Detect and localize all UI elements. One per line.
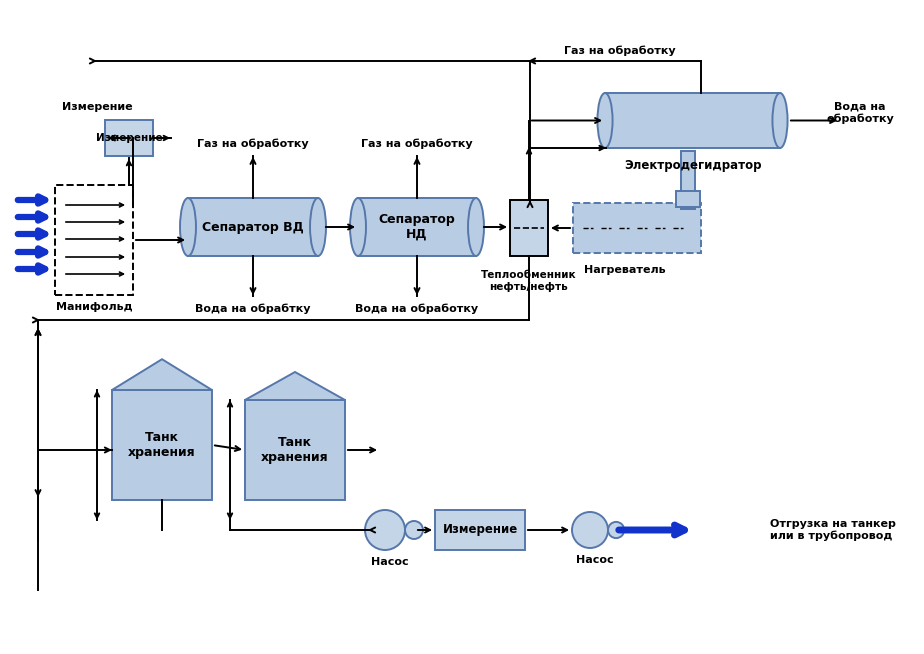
Bar (188, 198, 318, 256)
Circle shape (405, 521, 423, 539)
Circle shape (572, 512, 608, 548)
Text: Танк
хранения: Танк хранения (128, 431, 196, 459)
Text: Газ на обработку: Газ на обработку (361, 139, 473, 149)
Text: Теплообменник
нефть/нефть: Теплообменник нефть/нефть (481, 270, 577, 292)
Text: Измерение: Измерение (62, 102, 132, 112)
Text: Вода на обрабтку: Вода на обрабтку (195, 303, 310, 315)
Circle shape (608, 522, 625, 538)
Text: Измерение: Измерение (96, 133, 163, 143)
Ellipse shape (350, 198, 366, 256)
Bar (358, 198, 476, 256)
Text: Электродегидратор: Электродегидратор (624, 158, 761, 171)
Text: Газ на обработку: Газ на обработку (565, 46, 675, 56)
Text: Насос: Насос (577, 555, 614, 565)
Ellipse shape (180, 198, 196, 256)
Text: Вода на обработку: Вода на обработку (356, 303, 479, 315)
Text: Вода на
обработку: Вода на обработку (826, 101, 894, 124)
Polygon shape (112, 359, 212, 390)
Bar (105, 120, 153, 156)
Bar (55, 185, 133, 295)
Bar (681, 151, 695, 209)
Ellipse shape (310, 198, 326, 256)
Text: Газ на обработку: Газ на обработку (197, 139, 309, 149)
Bar (605, 93, 780, 148)
Bar (510, 200, 548, 256)
Bar (112, 390, 212, 500)
Bar (573, 203, 701, 253)
Text: Манифольд: Манифольд (55, 302, 132, 312)
Text: Танк
хранения: Танк хранения (261, 436, 329, 464)
Ellipse shape (772, 93, 787, 148)
Text: Отгрузка на танкер
или в трубопровод: Отгрузка на танкер или в трубопровод (770, 519, 896, 541)
Text: Насос: Насос (371, 557, 408, 567)
Bar (676, 191, 700, 207)
Ellipse shape (598, 93, 613, 148)
Bar (245, 400, 345, 500)
Text: Сепаратор
НД: Сепаратор НД (379, 213, 456, 241)
Text: Измерение: Измерение (443, 523, 517, 536)
Bar (435, 510, 525, 550)
Circle shape (365, 510, 405, 550)
Text: Сепаратор ВД: Сепаратор ВД (202, 220, 304, 233)
Polygon shape (245, 372, 345, 400)
Text: Нагреватель: Нагреватель (584, 265, 666, 275)
Ellipse shape (468, 198, 484, 256)
